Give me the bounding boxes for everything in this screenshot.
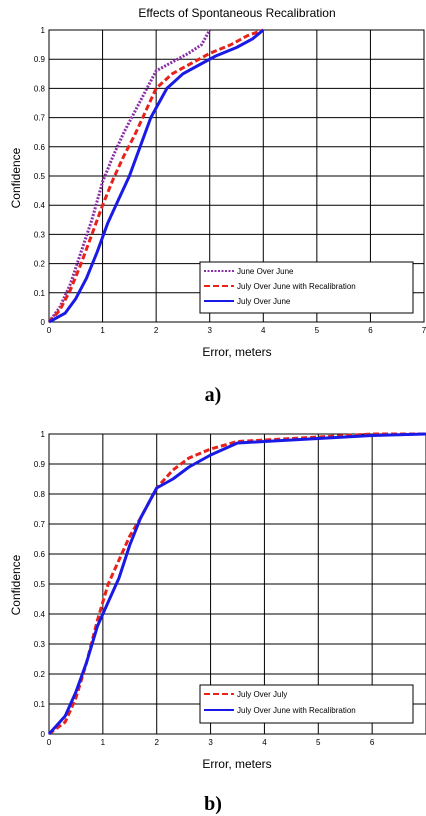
y-tick-label: 0.2 bbox=[34, 670, 46, 679]
x-tick-label: 5 bbox=[316, 738, 321, 747]
y-tick-label: 0 bbox=[41, 318, 46, 327]
y-tick-label: 0.8 bbox=[34, 490, 46, 499]
x-tick-label: 4 bbox=[261, 326, 266, 335]
y-tick-label: 0.3 bbox=[34, 230, 46, 239]
chart-b-lines bbox=[47, 432, 426, 736]
y-tick-label: 0.2 bbox=[34, 260, 46, 269]
legend-label: July Over June bbox=[237, 297, 291, 306]
chart-a-lines bbox=[47, 28, 265, 324]
y-tick-label: 0.6 bbox=[34, 550, 46, 559]
x-tick-label: 3 bbox=[208, 738, 213, 747]
legend-label: July Over June with Recalibration bbox=[237, 706, 356, 715]
x-tick-label: 1 bbox=[100, 326, 105, 335]
y-tick-label: 0.1 bbox=[34, 289, 46, 298]
chart-a-title: Effects of Spontaneous Recalibration bbox=[138, 6, 335, 20]
x-tick-label: 4 bbox=[262, 738, 267, 747]
y-tick-label: 0.5 bbox=[34, 172, 46, 181]
y-tick-label: 1 bbox=[41, 430, 46, 439]
y-tick-label: 0.1 bbox=[34, 700, 46, 709]
legend-box bbox=[199, 684, 414, 724]
chart-b-ticks: 0 0.1 0.2 0.3 0.4 0.5 0.6 0.7 0.8 0.9 1 0 1 2 3 4 5 6 bbox=[34, 430, 375, 747]
x-tick-label: 2 bbox=[154, 326, 159, 335]
series-line-2 bbox=[47, 432, 426, 736]
chart-b-legend: July Over July July Over June with Recali… bbox=[199, 684, 414, 724]
chart-a-ylabel: Confidence bbox=[9, 147, 23, 208]
x-tick-label: 0 bbox=[47, 738, 52, 747]
x-tick-label: 2 bbox=[154, 738, 159, 747]
y-tick-label: 0.9 bbox=[34, 460, 46, 469]
x-tick-label: 6 bbox=[368, 326, 373, 335]
plot-frame bbox=[48, 433, 426, 735]
legend-box bbox=[199, 261, 414, 314]
x-tick-label: 3 bbox=[207, 326, 212, 335]
chart-a: Effects of Spontaneous Recalibration 0 0.… bbox=[9, 6, 426, 406]
chart-a-xlabel: Error, meters bbox=[202, 345, 271, 359]
chart-b-xlabel: Error, meters bbox=[202, 757, 271, 771]
caption-b: b) bbox=[204, 793, 222, 815]
legend-label: July Over July bbox=[237, 690, 287, 699]
x-tick-label: 1 bbox=[101, 738, 106, 747]
y-tick-label: 1 bbox=[41, 26, 46, 35]
y-tick-label: 0.7 bbox=[34, 520, 46, 529]
plot-frame bbox=[48, 29, 425, 323]
y-tick-label: 0.3 bbox=[34, 640, 46, 649]
legend-label: June Over June bbox=[237, 267, 294, 276]
series-line-2 bbox=[47, 28, 264, 324]
x-tick-label: 7 bbox=[422, 326, 426, 335]
chart-a-grid bbox=[48, 29, 425, 323]
y-tick-label: 0.5 bbox=[34, 580, 46, 589]
x-tick-label: 5 bbox=[315, 326, 320, 335]
y-tick-label: 0.4 bbox=[34, 201, 46, 210]
x-tick-label: 0 bbox=[47, 326, 52, 335]
y-tick-label: 0.6 bbox=[34, 143, 46, 152]
legend-label: July Over June with Recalibration bbox=[237, 282, 356, 291]
y-tick-label: 0 bbox=[41, 730, 46, 739]
y-tick-label: 0.4 bbox=[34, 610, 46, 619]
chart-b-ylabel: Confidence bbox=[9, 554, 23, 615]
chart-a-legend: June Over June July Over June with Recali… bbox=[199, 261, 414, 314]
chart-b-grid bbox=[48, 433, 426, 735]
y-tick-label: 0.7 bbox=[34, 114, 46, 123]
y-tick-label: 0.8 bbox=[34, 84, 46, 93]
series-line-3 bbox=[48, 28, 265, 324]
y-tick-label: 0.9 bbox=[34, 55, 46, 64]
caption-a: a) bbox=[205, 384, 222, 406]
series-line-1 bbox=[47, 29, 212, 323]
chart-b: 0 0.1 0.2 0.3 0.4 0.5 0.6 0.7 0.8 0.9 1 0 1 2 3 4 5 6 Err… bbox=[9, 430, 426, 815]
chart-a-ticks: 0 0.1 0.2 0.3 0.4 0.5 0.6 0.7 0.8 0.9 1 0 1 2 3 4 5 6 7 bbox=[34, 26, 426, 335]
x-tick-label: 6 bbox=[370, 738, 375, 747]
